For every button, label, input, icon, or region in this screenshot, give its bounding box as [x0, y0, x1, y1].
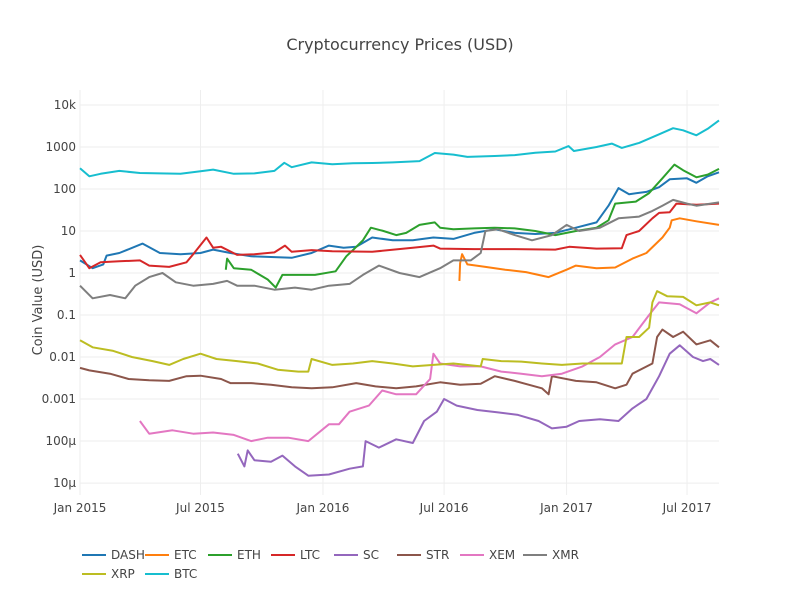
legend-item-eth[interactable]: ETH — [208, 548, 261, 562]
legend-item-xem[interactable]: XEM — [460, 548, 515, 562]
series-line-ltc — [79, 202, 720, 270]
y-tick-label: 1000 — [45, 140, 76, 154]
x-axis-ticks: Jan 2015 Jul 2015 Jan 2016 Jul 2016 Jan 2017… — [53, 501, 712, 515]
y-axis-ticks: 10k 1000 100 10 1 0.1 0.01 0.001 100µ 10µ — [42, 98, 77, 490]
series-line-xem — [139, 297, 720, 443]
legend-label: ETC — [174, 548, 197, 562]
series-line-str — [79, 328, 720, 396]
legend-item-xmr[interactable]: XMR — [523, 548, 579, 562]
legend-label: ETH — [237, 548, 261, 562]
y-tick-label: 0.1 — [57, 308, 76, 322]
series-line-etc — [458, 217, 720, 281]
series-line-sc — [236, 344, 720, 477]
y-tick-label: 100µ — [45, 434, 76, 448]
legend[interactable]: DASH ETC ETH LTC SC STR XEM XMR XRP BTC — [82, 548, 579, 581]
legend-item-sc[interactable]: SC — [334, 548, 379, 562]
gridlines — [79, 90, 719, 495]
y-tick-label: 10k — [54, 98, 76, 112]
chart-title: Cryptocurrency Prices (USD) — [286, 35, 513, 54]
series-line-btc — [79, 119, 720, 178]
series-line-eth — [224, 163, 720, 289]
y-tick-label: 10µ — [53, 476, 76, 490]
legend-label: BTC — [174, 567, 197, 581]
legend-item-str[interactable]: STR — [397, 548, 449, 562]
legend-item-etc[interactable]: ETC — [145, 548, 197, 562]
series-lines — [79, 119, 720, 477]
y-tick-label: 10 — [61, 224, 76, 238]
series-line-xmr — [79, 198, 720, 300]
legend-item-ltc[interactable]: LTC — [271, 548, 320, 562]
x-tick-label: Jul 2017 — [662, 501, 712, 515]
y-tick-label: 0.001 — [42, 392, 76, 406]
legend-label: LTC — [300, 548, 320, 562]
legend-item-btc[interactable]: BTC — [145, 567, 197, 581]
x-tick-label: Jul 2015 — [175, 501, 225, 515]
x-tick-label: Jan 2017 — [539, 501, 593, 515]
x-tick-label: Jan 2015 — [53, 501, 107, 515]
legend-label: XMR — [552, 548, 579, 562]
legend-item-dash[interactable]: DASH — [82, 548, 145, 562]
y-tick-label: 100 — [53, 182, 76, 196]
x-tick-label: Jan 2016 — [296, 501, 350, 515]
legend-item-xrp[interactable]: XRP — [82, 567, 135, 581]
y-tick-label: 0.01 — [49, 350, 76, 364]
series-line-xrp — [79, 290, 720, 373]
legend-label: SC — [363, 548, 379, 562]
y-tick-label: 1 — [68, 266, 76, 280]
x-tick-label: Jul 2016 — [419, 501, 469, 515]
legend-label: DASH — [111, 548, 145, 562]
series-line-dash — [79, 171, 720, 270]
legend-label: STR — [426, 548, 449, 562]
legend-label: XEM — [489, 548, 515, 562]
legend-label: XRP — [111, 567, 135, 581]
y-axis-title: Coin Value (USD) — [31, 245, 46, 356]
